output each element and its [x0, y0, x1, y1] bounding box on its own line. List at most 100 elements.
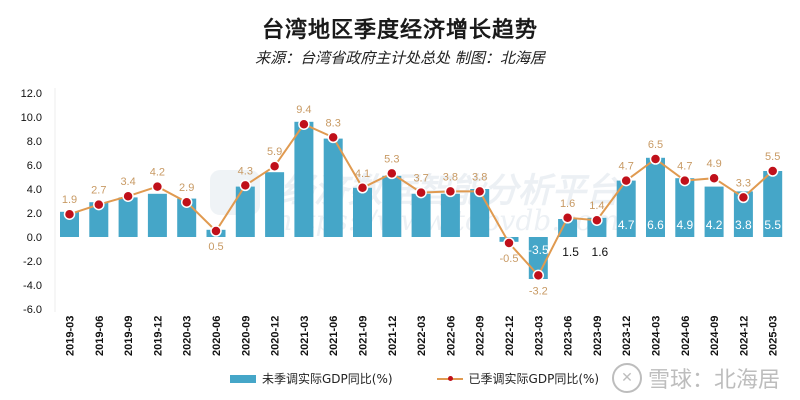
line-value-label: 0.5: [208, 241, 223, 253]
x-tick-label: 2019-12: [152, 316, 164, 356]
line-marker: [415, 186, 427, 199]
line-marker: [591, 214, 603, 226]
line-marker: [180, 196, 193, 208]
y-tick-label: -6.0: [23, 304, 42, 316]
y-tick-label: 8.0: [27, 136, 42, 148]
bar: [382, 175, 402, 237]
x-tick-label: 2023-03: [533, 316, 545, 356]
line-marker: [561, 212, 574, 224]
line-marker: [386, 167, 398, 180]
line-value-label: -0.5: [500, 253, 519, 265]
x-tick-label: 2020-12: [270, 316, 282, 356]
line-marker: [620, 174, 632, 187]
x-tick-label: 2020-09: [240, 316, 252, 356]
line-value-label: 8.3: [326, 117, 341, 129]
bar: [763, 171, 783, 237]
legend: 未季调实际GDP同比(%) 已季调实际GDP同比(%): [230, 370, 635, 387]
legend-item-line[interactable]: 已季调实际GDP同比(%): [436, 370, 600, 387]
bar-value-label: 4.7: [618, 218, 635, 232]
line-series: 1.9 2.7 3.4 4.2 2.9 0.5 4.3 5.9 9.4 8.3 4.1 5.3 3.7 3…: [62, 104, 780, 297]
x-tick-label: 2023-06: [563, 316, 575, 356]
brand-text: 雪球：北海居: [648, 368, 781, 393]
line-value-label: 2.9: [179, 182, 194, 194]
line-marker: [268, 160, 281, 172]
y-tick-label: 4.0: [27, 184, 42, 196]
line-value-label: 4.7: [619, 161, 634, 173]
line-marker: [210, 225, 222, 237]
line-value-label: 4.3: [238, 165, 253, 177]
y-tick-label: 2.0: [27, 208, 42, 220]
line-value-label: 5.5: [765, 151, 780, 163]
line-marker: [444, 185, 457, 198]
bar: [118, 197, 138, 237]
line-marker: [473, 185, 486, 198]
bar-swatch-icon: [230, 374, 256, 383]
line-value-label: 4.1: [355, 168, 370, 180]
bar: [294, 121, 314, 237]
line-value-label: 3.3: [736, 177, 751, 189]
line-marker: [239, 179, 252, 192]
x-tick-label: 2019-03: [65, 316, 77, 356]
x-tick-label: 2022-03: [416, 316, 428, 356]
x-tick-label: 2020-06: [211, 316, 223, 356]
y-tick-label: 12.0: [21, 88, 42, 100]
line-value-label: 1.4: [589, 200, 604, 212]
y-tick-label: 6.0: [27, 160, 42, 172]
x-tick-label: 2022-12: [504, 316, 516, 356]
bar-value-label: -3.5: [528, 243, 549, 257]
bar-value-label: 1.6: [592, 245, 609, 259]
bar-value-label: 5.5: [764, 218, 781, 232]
line-marker: [63, 208, 76, 220]
bar: [440, 193, 460, 237]
line-value-label: 3.8: [472, 171, 487, 183]
legend-bar-label: 未季调实际GDP同比(%): [262, 372, 393, 386]
legend-item-bar[interactable]: 未季调实际GDP同比(%): [230, 370, 393, 387]
bar-value-label: 1.5: [562, 245, 579, 259]
line-marker: [122, 190, 134, 202]
bar: [323, 138, 343, 237]
line-value-label: 4.7: [677, 161, 692, 173]
line-marker: [503, 237, 515, 249]
x-tick-label: 2024-09: [709, 316, 721, 356]
bar: [616, 180, 636, 237]
bar: [60, 211, 79, 237]
line-value-label: 3.7: [413, 173, 428, 185]
bar: [265, 172, 285, 237]
line-marker: [327, 131, 339, 144]
x-axis: 2019-03 2019-06 2019-09 2019-12 2020-03 2020-…: [65, 316, 780, 356]
line-value-label: 6.5: [648, 139, 663, 151]
bar: [733, 191, 753, 237]
x-tick-label: 2020-03: [182, 316, 194, 356]
bar: [147, 193, 167, 237]
line-marker: [737, 191, 750, 204]
line-value-label: 1.9: [62, 194, 77, 206]
x-tick-label: 2024-12: [738, 316, 750, 356]
bar-value-label: 3.8: [735, 218, 752, 232]
x-tick-label: 2024-03: [651, 316, 663, 356]
brand-watermark: ✕ 雪球：北海居: [612, 362, 780, 394]
x-tick-label: 2021-09: [358, 316, 370, 356]
line-value-label: 3.8: [443, 171, 458, 183]
line-value-label: 5.9: [267, 146, 282, 158]
bar-series: -3.5 1.5 1.6 4.7 6.6 4.9 4.2 3.8 5.5: [60, 121, 783, 279]
line-swatch-icon: [436, 375, 463, 381]
x-tick-label: 2021-03: [299, 316, 311, 356]
line-marker: [708, 172, 720, 184]
bar: [235, 186, 255, 237]
x-tick-label: 2021-12: [387, 316, 399, 356]
x-tick-label: 2025-03: [768, 316, 780, 356]
legend-line-label: 已季调实际GDP同比(%): [468, 372, 600, 386]
line-marker: [298, 118, 310, 130]
bar: [89, 202, 109, 237]
line-value-label: 9.4: [296, 104, 311, 116]
line-marker: [766, 165, 779, 177]
x-tick-label: 2022-06: [445, 316, 457, 356]
y-tick-label: -2.0: [23, 256, 42, 268]
x-tick-label: 2019-06: [94, 316, 106, 356]
bar: [411, 193, 431, 237]
y-tick-label: -4.0: [23, 280, 42, 292]
line-value-label: -3.2: [529, 285, 548, 297]
bar: [528, 237, 548, 279]
line-value-label: 4.2: [150, 167, 165, 179]
